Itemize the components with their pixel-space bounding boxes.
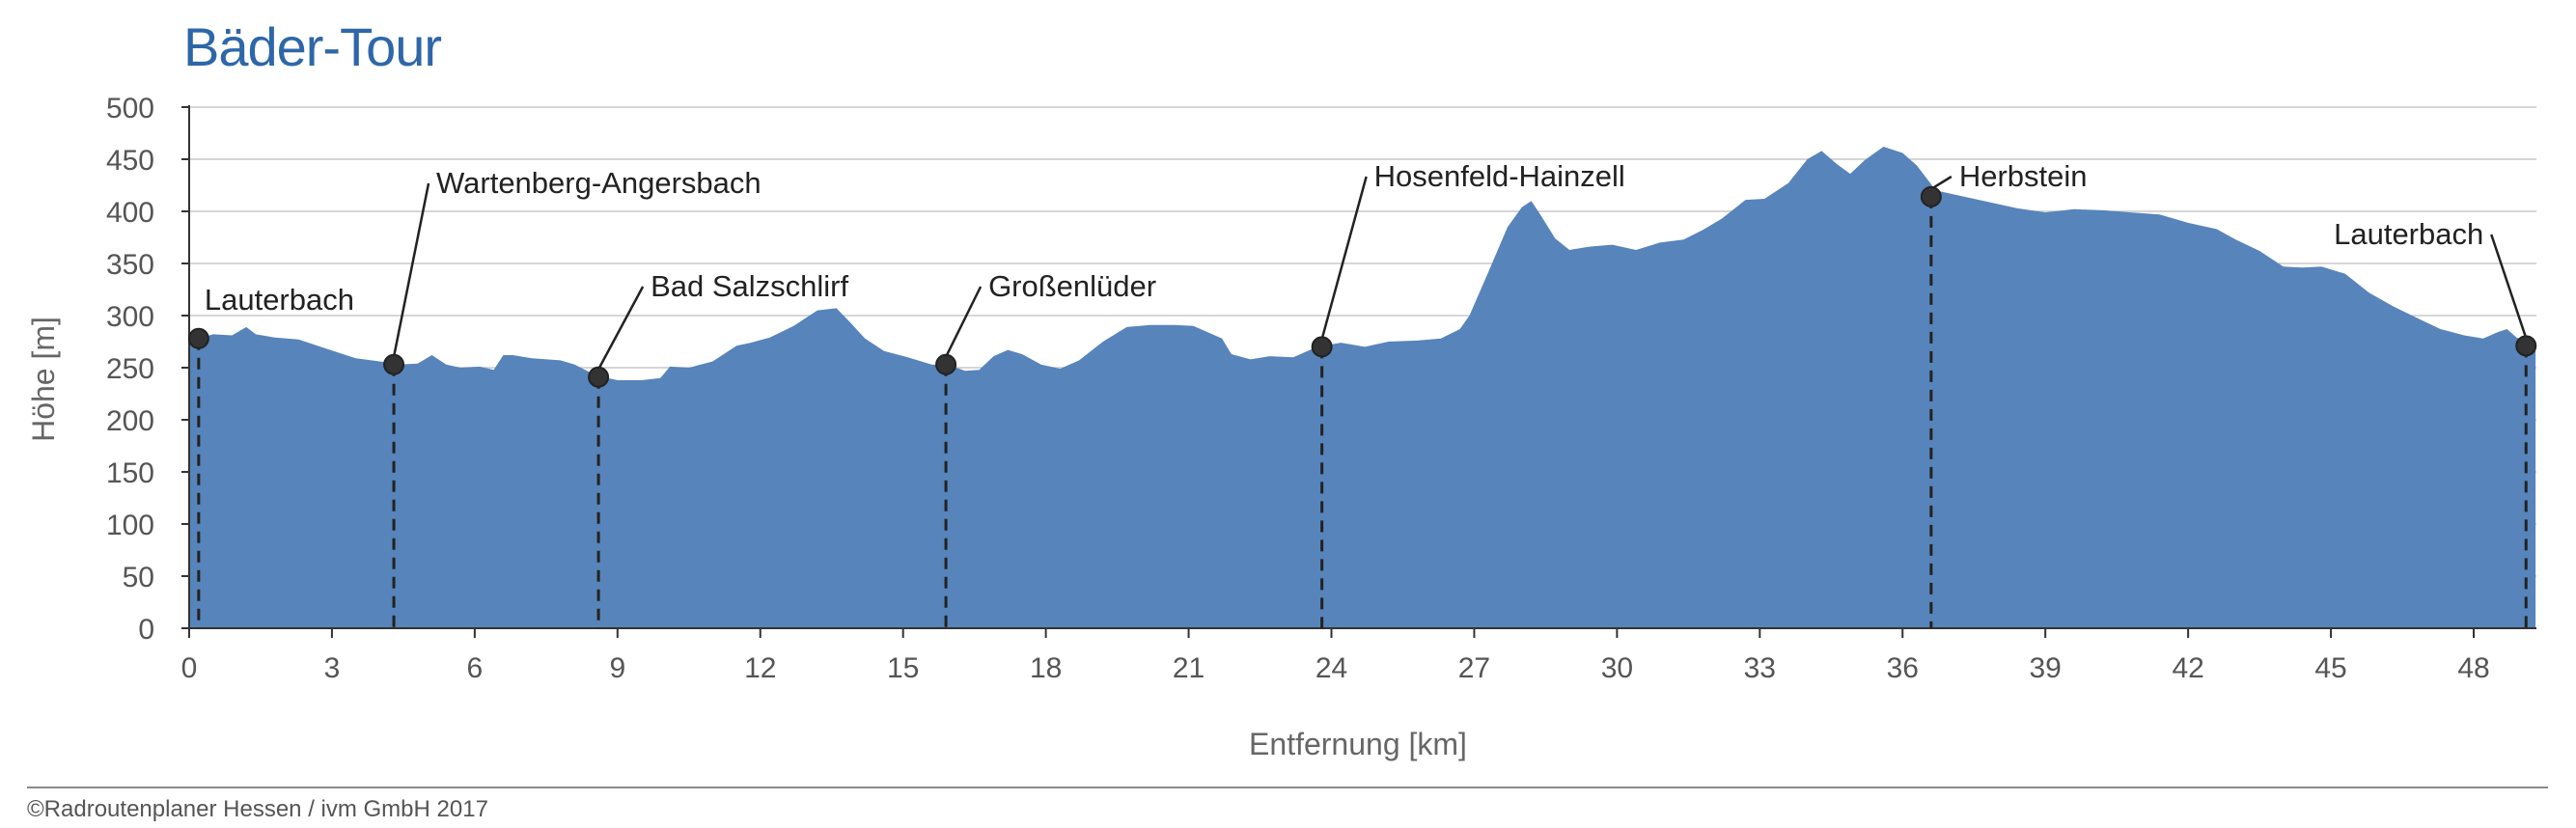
stop-label: Lauterbach [205, 283, 354, 317]
stop-label: Hosenfeld-Hainzell [1374, 159, 1625, 193]
x-tick-label: 9 [609, 652, 625, 684]
stop-leader-line [2490, 234, 2528, 339]
stop-marker [187, 327, 209, 349]
y-tick-label: 500 [106, 93, 154, 124]
stop-label: Großenlüder [988, 269, 1156, 303]
stop-label: Lauterbach [2334, 217, 2483, 251]
y-tick-label: 50 [123, 562, 154, 593]
x-tick-label: 36 [1887, 652, 1919, 684]
footer-divider [27, 787, 2548, 788]
chart-title: Bäder-Tour [183, 16, 442, 77]
y-tick-label: 250 [106, 353, 154, 385]
y-tick-label: 400 [106, 197, 154, 229]
y-tick-label: 0 [138, 614, 154, 646]
elevation-area-shape [189, 147, 2536, 628]
stop-marker [1311, 336, 1333, 358]
stop-marker [935, 353, 957, 375]
stop-leader-line [392, 182, 430, 358]
elevation-area [189, 147, 2536, 628]
stops: Lauterbach Wartenberg-Angersbach Bad Salzs… [187, 159, 2537, 628]
y-tick-label: 150 [106, 457, 154, 489]
x-tick-label: 27 [1458, 652, 1490, 684]
x-tick-label: 12 [744, 652, 776, 684]
y-tick-label: 450 [106, 145, 154, 177]
x-tick-label: 45 [2314, 652, 2346, 684]
x-tick-label: 42 [2172, 652, 2203, 684]
y-tick-label: 100 [106, 510, 154, 541]
y-tick-label: 350 [106, 249, 154, 281]
stop-leader-line [1320, 176, 1368, 340]
stop-marker [2515, 335, 2537, 357]
y-axis-title: Höhe [m] [26, 317, 61, 442]
x-tick-label: 39 [2030, 652, 2062, 684]
x-tick-label: 18 [1030, 652, 1062, 684]
x-tick-label: 3 [324, 652, 341, 684]
x-tick-label: 48 [2457, 652, 2489, 684]
x-tick-label: 15 [887, 652, 919, 684]
stop-label: Wartenberg-Angersbach [436, 166, 762, 200]
x-tick-label: 0 [181, 652, 198, 684]
stop-leader-line [596, 286, 645, 371]
x-tick-label: 6 [467, 652, 484, 684]
stop-marker [588, 366, 610, 388]
copyright-credit: ©Radroutenplaner Hessen / ivm GmbH 2017 [27, 796, 488, 822]
stop-marker [383, 353, 405, 375]
y-tick-label: 200 [106, 405, 154, 437]
y-tick-label: 300 [106, 301, 154, 333]
x-axis-title: Entfernung [km] [1249, 727, 1467, 761]
stop-marker [1920, 185, 1942, 207]
x-tick-label: 30 [1601, 652, 1633, 684]
x-tick-label: 33 [1744, 652, 1776, 684]
x-tick-label: 24 [1316, 652, 1347, 684]
stop-label: Bad Salzschlirf [651, 269, 848, 303]
stop-label: Herbstein [1959, 159, 2088, 193]
x-tick-label: 21 [1173, 652, 1205, 684]
stop-leader-line [944, 286, 983, 358]
